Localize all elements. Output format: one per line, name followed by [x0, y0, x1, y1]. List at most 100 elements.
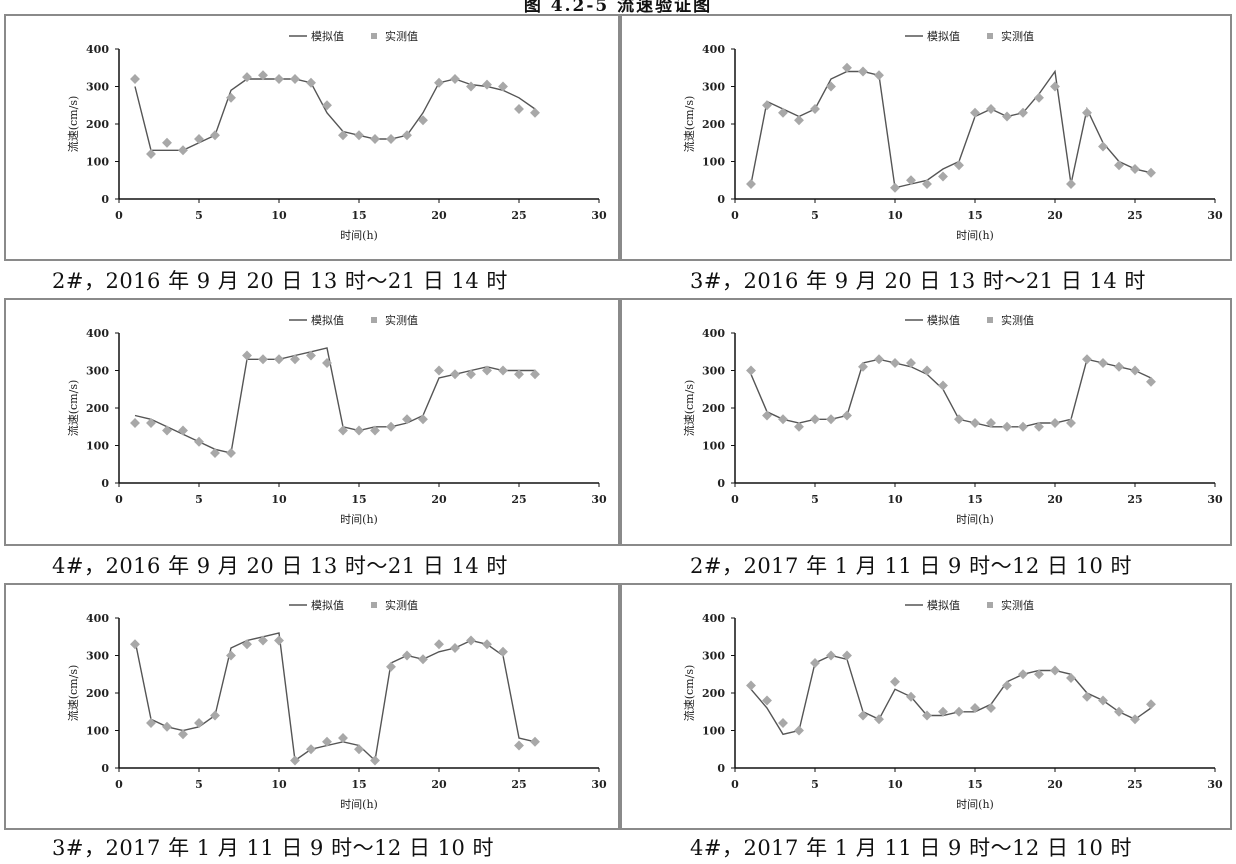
- legend-measured-label: 实测值: [1001, 313, 1034, 327]
- measured-point: [306, 77, 316, 88]
- y-tick-label: 0: [101, 477, 109, 490]
- legend-measured-swatch: [371, 33, 377, 39]
- y-tick-label: 100: [702, 725, 725, 738]
- measured-point: [210, 130, 220, 141]
- measured-point: [130, 74, 140, 84]
- measured-point: [1130, 365, 1140, 376]
- measured-point: [146, 418, 156, 428]
- measured-point: [530, 369, 540, 380]
- series-model-line: [134, 347, 535, 454]
- measured-point: [1066, 673, 1076, 683]
- y-tick-label: 400: [86, 43, 109, 56]
- measured-point: [274, 354, 284, 365]
- measured-point: [226, 92, 236, 103]
- x-tick-label: 0: [115, 778, 123, 791]
- measured-point: [386, 661, 396, 672]
- measured-point: [858, 66, 868, 77]
- measured-point: [450, 369, 460, 380]
- measured-point: [874, 70, 884, 81]
- y-tick-label: 100: [702, 440, 725, 453]
- legend-measured-label: 实测值: [385, 29, 418, 43]
- measured-point: [210, 448, 220, 458]
- legend-measured-label: 实测值: [385, 313, 418, 327]
- y-tick-label: 200: [86, 687, 109, 700]
- measured-point: [274, 635, 284, 646]
- chart-caption-3: 4#，2016 年 9 月 20 日 13 时～21 日 14 时: [52, 554, 508, 578]
- legend-model-label: 模拟值: [311, 598, 344, 612]
- measured-point: [858, 710, 868, 721]
- measured-point: [1050, 81, 1060, 92]
- measured-point: [1002, 421, 1012, 432]
- measured-point: [778, 718, 788, 728]
- measured-point: [810, 414, 820, 425]
- measured-point: [762, 100, 772, 111]
- measured-point: [938, 706, 948, 717]
- chart-panel-5: 0 100 200 300 400 0 5 10 15 20 25 30 时间(h) 流速(cm/s) 模拟…: [4, 583, 620, 830]
- y-axis-label: 流速(cm/s): [66, 96, 80, 153]
- measured-point: [794, 725, 804, 736]
- measured-point: [1098, 141, 1108, 152]
- measured-point: [130, 418, 140, 428]
- measured-point: [906, 358, 916, 368]
- legend-measured-swatch: [987, 33, 993, 39]
- legend-measured-label: 实测值: [1001, 29, 1034, 43]
- measured-point: [842, 62, 852, 73]
- measured-point: [386, 134, 396, 144]
- y-axis-label: 流速(cm/s): [682, 665, 696, 722]
- legend-measured-label: 实测值: [1001, 598, 1034, 612]
- measured-point: [466, 635, 476, 646]
- y-tick-label: 400: [702, 327, 725, 340]
- y-axis-label: 流速(cm/s): [66, 380, 80, 437]
- measured-point: [1146, 167, 1156, 178]
- measured-point: [1018, 669, 1028, 680]
- y-tick-label: 0: [101, 193, 109, 206]
- measured-point: [938, 171, 948, 182]
- measured-point: [794, 115, 804, 126]
- measured-point: [1146, 699, 1156, 710]
- measured-point: [1146, 376, 1156, 387]
- chart-svg: 0 100 200 300 400 0 5 10 15 20 25 30 时间(h) 流速(cm/s) 模拟…: [66, 29, 607, 242]
- chart-caption-4: 2#，2017 年 1 月 11 日 9 时～12 日 10 时: [690, 554, 1133, 578]
- measured-point: [354, 130, 364, 141]
- measured-point: [530, 736, 540, 747]
- y-tick-label: 0: [101, 762, 109, 775]
- y-axis-label: 流速(cm/s): [66, 665, 80, 722]
- y-tick-label: 100: [702, 156, 725, 169]
- measured-point: [1018, 421, 1028, 432]
- measured-point: [226, 448, 236, 458]
- measured-point: [322, 100, 332, 111]
- measured-point: [482, 639, 492, 650]
- measured-point: [986, 104, 996, 114]
- x-tick-label: 0: [731, 209, 739, 222]
- measured-point: [1034, 92, 1044, 103]
- measured-point: [906, 175, 916, 186]
- y-tick-label: 300: [86, 81, 109, 94]
- y-tick-label: 100: [86, 156, 109, 169]
- measured-point: [258, 354, 268, 365]
- legend-measured-label: 实测值: [385, 598, 418, 612]
- x-tick-label: 20: [1047, 209, 1063, 222]
- x-tick-label: 30: [591, 778, 607, 791]
- y-tick-label: 200: [702, 402, 725, 415]
- measured-point: [762, 695, 772, 706]
- measured-point: [1066, 179, 1076, 189]
- y-tick-label: 400: [86, 612, 109, 625]
- x-tick-label: 15: [967, 493, 982, 506]
- measured-point: [434, 639, 444, 650]
- y-axis-label: 流速(cm/s): [682, 380, 696, 437]
- y-tick-label: 200: [86, 402, 109, 415]
- x-tick-label: 25: [1127, 778, 1142, 791]
- measured-point: [402, 130, 412, 141]
- y-tick-label: 300: [86, 650, 109, 663]
- x-tick-label: 15: [351, 209, 366, 222]
- y-tick-label: 200: [702, 687, 725, 700]
- measured-point: [322, 736, 332, 747]
- measured-point: [306, 744, 316, 755]
- x-tick-label: 30: [1207, 209, 1223, 222]
- chart-panel-3: 0 100 200 300 400 0 5 10 15 20 25 30 时间(h) 流速(cm/s) 模拟…: [4, 298, 620, 546]
- chart-panel-6: 0 100 200 300 400 0 5 10 15 20 25 30 时间(h) 流速(cm/s) 模拟…: [620, 583, 1232, 830]
- x-tick-label: 15: [967, 778, 982, 791]
- x-tick-label: 5: [811, 209, 819, 222]
- legend-model-label: 模拟值: [311, 29, 344, 43]
- measured-point: [1114, 706, 1124, 717]
